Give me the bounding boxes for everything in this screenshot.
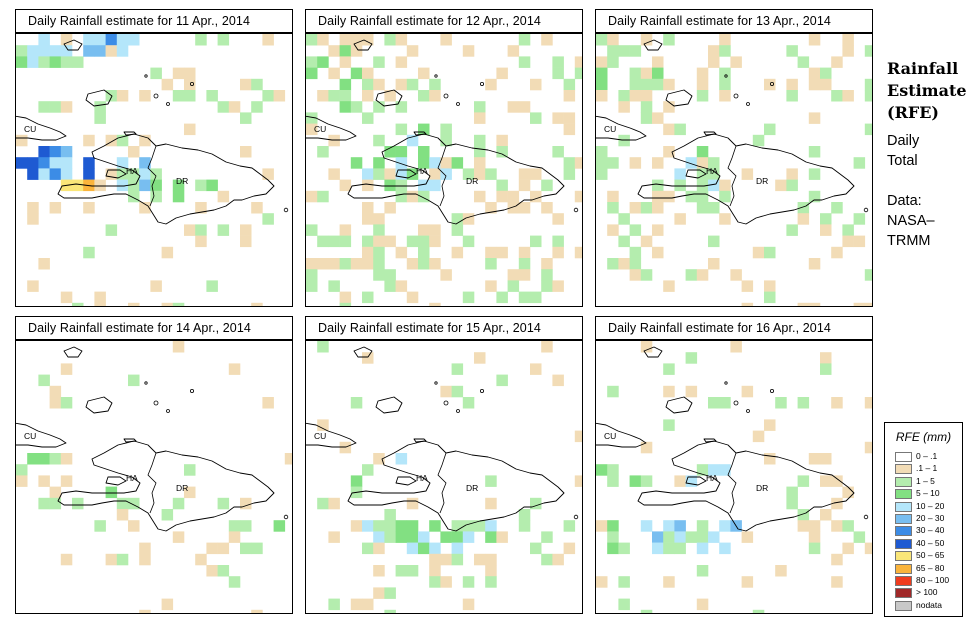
panel-title: Daily Rainfall estimate for 16 Apr., 201… [595,316,873,340]
rainfall-map-panel-apr-15: Daily Rainfall estimate for 15 Apr., 201… [305,316,583,614]
panel-title: Daily Rainfall estimate for 14 Apr., 201… [15,316,293,340]
legend-label: 30 – 40 [916,525,945,536]
legend-label: 0 – .1 [916,451,938,461]
legend-swatch [895,464,912,475]
legend-label: 20 – 30 [916,513,945,523]
panel-title: Daily Rainfall estimate for 12 Apr., 201… [305,9,583,33]
legend-label: .1 – 1 [916,463,938,474]
legend-label: 80 – 100 [916,575,950,585]
legend-swatch [895,489,912,500]
legend-swatch [895,600,912,611]
period-label: Daily Total [887,133,920,169]
map-label-haiti: HA [126,473,138,483]
rainfall-map: CU HA DR [595,33,873,307]
map-label-dominican_republic: DR [176,176,188,186]
rainfall-map-panel-apr-12: Daily Rainfall estimate for 12 Apr., 201… [305,9,583,307]
map-label-dominican_republic: DR [756,483,768,493]
rainfall-map: CU HA DR [15,33,293,307]
rainfall-map: CU HA DR [305,340,583,614]
legend-swatch [895,563,912,574]
map-label-cuba: CU [314,124,326,134]
legend-label: 1 – 5 [916,475,935,486]
panel-title: Daily Rainfall estimate for 15 Apr., 201… [305,316,583,340]
panel-title: Daily Rainfall estimate for 13 Apr., 201… [595,9,873,33]
rainfall-map-panel-apr-16: Daily Rainfall estimate for 16 Apr., 201… [595,316,873,614]
map-label-cuba: CU [604,431,616,441]
rainfall-map-panel-apr-13: Daily Rainfall estimate for 13 Apr., 201… [595,9,873,307]
map-label-dominican_republic: DR [466,483,478,493]
rainfall-map: CU HA DR [15,340,293,614]
map-label-haiti: HA [416,473,428,483]
map-label-cuba: CU [314,431,326,441]
map-label-dominican_republic: DR [466,176,478,186]
data-source-label: Data: NASA– TRMM [887,193,935,249]
legend-swatch [895,476,912,487]
panel-title: Daily Rainfall estimate for 11 Apr., 201… [15,9,293,33]
legend-label: > 100 [916,587,938,598]
map-label-haiti: HA [416,166,428,176]
rainfall-map: CU HA DR [595,340,873,614]
legend-swatch [895,551,912,562]
product-title: Rainfall Estimate (RFE) [887,59,967,122]
rainfall-map: CU HA DR [305,33,583,307]
map-label-haiti: HA [706,473,718,483]
legend-title: RFE (mm) [895,430,952,444]
map-label-haiti: HA [126,166,138,176]
legend-swatch [895,588,912,599]
rainfall-map-panel-apr-14: Daily Rainfall estimate for 14 Apr., 201… [15,316,293,614]
map-label-cuba: CU [604,124,616,134]
legend-label: 65 – 80 [916,562,945,573]
legend-label: 10 – 20 [916,500,945,511]
map-label-dominican_republic: DR [756,176,768,186]
map-label-haiti: HA [706,166,718,176]
legend-label: 50 – 65 [916,550,945,561]
map-label-dominican_republic: DR [176,483,188,493]
legend-label: 5 – 10 [916,488,940,499]
legend-label: nodata [916,599,942,610]
legend-swatch [895,526,912,537]
legend-swatch [895,576,912,586]
rainfall-map-panel-apr-11: Daily Rainfall estimate for 11 Apr., 201… [15,9,293,307]
map-label-cuba: CU [24,431,36,441]
legend-swatch [895,501,912,512]
legend-swatch [895,514,912,524]
legend-label: 40 – 50 [916,537,945,548]
legend-swatch [895,452,912,462]
map-label-cuba: CU [24,124,36,134]
legend-swatch [895,538,912,549]
